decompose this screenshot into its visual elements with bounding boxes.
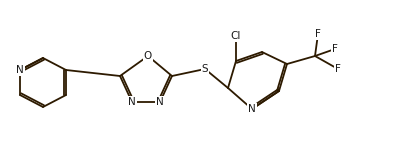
Text: N: N [247,104,255,114]
Text: Cl: Cl [230,31,241,41]
Text: N: N [16,65,24,75]
Text: N: N [128,97,136,107]
Text: S: S [201,64,208,74]
Text: O: O [143,51,152,61]
Text: F: F [314,29,320,39]
Text: F: F [334,64,340,74]
Text: F: F [331,44,337,54]
Text: N: N [156,97,164,107]
